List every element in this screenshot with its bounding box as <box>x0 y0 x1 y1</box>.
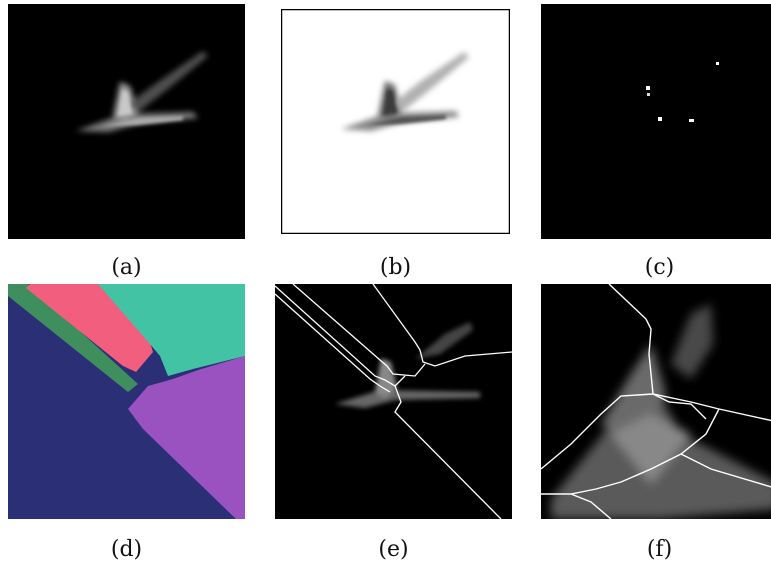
point <box>658 117 662 121</box>
segmentation-map <box>8 284 245 519</box>
point <box>647 93 650 96</box>
caption-b: (b) <box>379 255 412 280</box>
caption-e: (e) <box>378 537 409 562</box>
point <box>689 119 694 122</box>
boundary-overlay-image <box>275 284 512 519</box>
panel-f-image <box>541 284 771 519</box>
panel-e-image <box>275 284 512 519</box>
caption-a: (a) <box>111 255 142 280</box>
caption-f: (f) <box>646 537 673 562</box>
caption-d: (d) <box>110 537 143 562</box>
sparse-points-image <box>541 4 771 239</box>
inverted-blob-image <box>281 9 510 234</box>
grayscale-blob-image <box>8 4 245 239</box>
panel-d-image <box>8 284 245 519</box>
panel-a-image <box>8 4 245 239</box>
point <box>646 86 650 90</box>
zoomed-boundary-image <box>541 284 771 519</box>
panel-b-image <box>281 9 510 234</box>
point <box>716 62 719 65</box>
panel-c-image <box>541 4 771 239</box>
caption-c: (c) <box>644 255 675 280</box>
